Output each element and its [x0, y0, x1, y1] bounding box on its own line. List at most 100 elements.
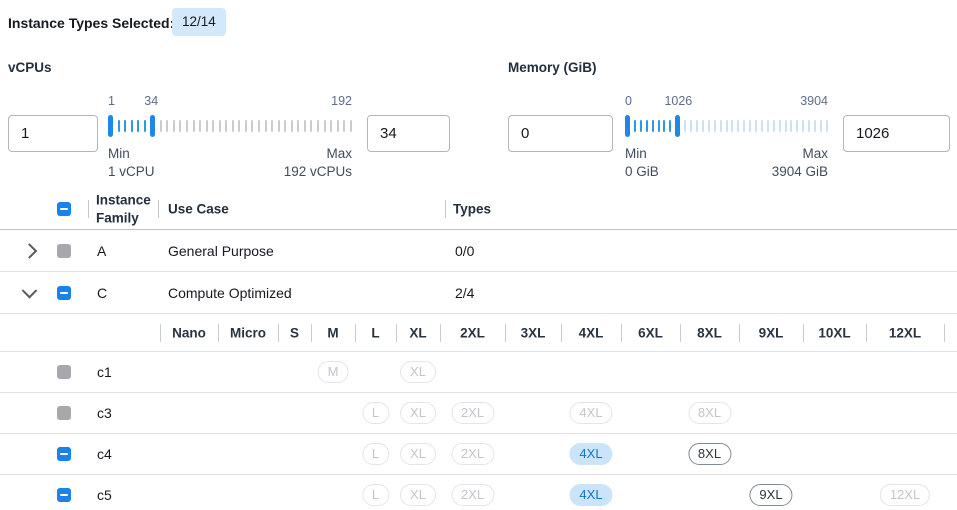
- size-column-header-m: M: [327, 325, 339, 340]
- slider-tick-inactive: [808, 120, 811, 132]
- size-column-header-xl: XL: [409, 325, 427, 340]
- use-case-cell: General Purpose: [168, 242, 274, 259]
- size-chip-xl-disabled: XL: [400, 484, 436, 506]
- instance-row-c5: c5 L XL 2XL 4XL 9XL 12XL: [0, 475, 957, 510]
- slider-tick-active: [143, 120, 146, 132]
- size-chip-4xl-selected[interactable]: 4XL: [569, 443, 613, 465]
- slider-tick-inactive: [719, 120, 722, 132]
- table-body: A General Purpose 0/0 C Compute Optimized 2/4…: [0, 230, 957, 510]
- row-checkbox[interactable]: [57, 488, 71, 502]
- size-chip-4xl-disabled: 4XL: [569, 402, 613, 424]
- slider-tick-inactive: [258, 120, 261, 132]
- family-row-c[interactable]: C Compute Optimized 2/4: [0, 272, 957, 314]
- vcpus-from-input[interactable]: [8, 115, 98, 152]
- slider-handle-low[interactable]: [108, 115, 113, 137]
- slider-tick-inactive: [159, 120, 162, 132]
- size-chip-xl-disabled: XL: [400, 443, 436, 465]
- family-row-a[interactable]: A General Purpose 0/0: [0, 230, 957, 272]
- scale-high-label: 192: [331, 94, 352, 108]
- slider-handle-high[interactable]: [150, 115, 156, 137]
- row-checkbox[interactable]: [57, 447, 71, 461]
- instance-type-name-cell: c1: [97, 364, 112, 380]
- vcpus-slider-captions: Min 1 vCPU Max 192 vCPUs: [108, 145, 352, 181]
- size-chip-l-disabled: L: [361, 484, 390, 506]
- select-all-checkbox[interactable]: [57, 202, 71, 216]
- use-case-cell: Compute Optimized: [168, 284, 292, 301]
- instance-type-name-cell: c3: [97, 405, 112, 421]
- slider-tick-inactive: [323, 120, 326, 132]
- instance-row-c1: c1 M XL: [0, 352, 957, 393]
- memory-from-input[interactable]: [508, 115, 613, 152]
- slider-tick-active: [651, 120, 654, 132]
- slider-tick-active: [130, 120, 133, 132]
- row-checkbox-disabled: [57, 406, 71, 420]
- slider-tick-inactive: [802, 120, 805, 132]
- size-chip-12xl-disabled: 12XL: [879, 484, 931, 506]
- slider-tick-inactive: [731, 120, 734, 132]
- slider-handle-high[interactable]: [675, 115, 681, 137]
- slider-tick-inactive: [684, 120, 687, 132]
- size-column-divider: [561, 323, 562, 342]
- size-column-divider: [160, 323, 161, 342]
- size-chip-9xl-available[interactable]: 9XL: [749, 484, 793, 506]
- slider-tick-inactive: [284, 120, 287, 132]
- size-chip-m-disabled: M: [317, 361, 349, 383]
- slider-tick-inactive: [297, 120, 300, 132]
- memory-slider-track[interactable]: [625, 114, 828, 138]
- instance-row-c4: c4 L XL 2XL 4XL 8XL: [0, 434, 957, 475]
- size-chip-2xl-disabled: 2XL: [450, 402, 495, 424]
- size-chip-4xl-selected[interactable]: 4XL: [569, 484, 613, 506]
- slider-tick-inactive: [244, 120, 247, 132]
- slider-tick-inactive: [225, 120, 228, 132]
- vcpus-range-slider[interactable]: 1 34 192 Min 1 vCPU Max 192 vCPUs: [108, 94, 352, 181]
- size-chip-8xl-disabled: 8XL: [687, 402, 732, 424]
- memory-range-slider[interactable]: 0 1026 3904 Min 0 GiB Max 3904 GiB: [625, 94, 828, 181]
- instance-type-name-cell: c5: [97, 487, 112, 503]
- column-divider: [88, 200, 89, 218]
- slider-tick-active: [657, 120, 660, 132]
- size-column-divider: [739, 323, 740, 342]
- slider-tick-inactive: [713, 120, 716, 132]
- slider-tick-inactive: [212, 120, 215, 132]
- size-column-header-nano: Nano: [172, 325, 206, 340]
- slider-tick-inactive: [695, 120, 698, 132]
- memory-slider-scale: 0 1026 3904: [625, 94, 828, 111]
- slider-tick-inactive: [186, 120, 189, 132]
- instance-row-c3: c3 L XL 2XL 4XL 8XL: [0, 393, 957, 434]
- vcpus-to-input[interactable]: [367, 115, 450, 152]
- size-column-header-s: S: [289, 325, 300, 340]
- types-count-cell: 2/4: [455, 284, 475, 301]
- chevron-right-icon[interactable]: [21, 242, 38, 259]
- memory-to-input[interactable]: [843, 115, 950, 152]
- slider-tick-active: [663, 120, 666, 132]
- size-column-divider: [944, 323, 945, 342]
- slider-tick-inactive: [179, 120, 182, 132]
- slider-handle-low[interactable]: [625, 115, 630, 137]
- memory-title: Memory (GiB): [508, 60, 597, 75]
- size-chip-8xl-available[interactable]: 8XL: [687, 443, 732, 465]
- size-column-divider: [803, 323, 804, 342]
- size-column-divider: [621, 323, 622, 342]
- slider-tick-inactive: [760, 120, 763, 132]
- slider-tick-inactive: [336, 120, 339, 132]
- min-caption: Min 0 GiB: [625, 146, 659, 179]
- column-divider: [158, 200, 159, 218]
- size-column-header-micro: Micro: [229, 325, 267, 340]
- slider-tick-active: [669, 120, 672, 132]
- slider-tick-inactive: [814, 120, 817, 132]
- row-checkbox[interactable]: [57, 285, 71, 300]
- chevron-down-icon[interactable]: [21, 282, 38, 299]
- vcpus-title: vCPUs: [8, 60, 52, 75]
- slider-tick-inactive: [264, 120, 267, 132]
- size-column-header-12xl: 12XL: [888, 325, 922, 340]
- vcpus-slider-track[interactable]: [108, 114, 352, 138]
- slider-tick-active: [639, 120, 642, 132]
- column-divider: [445, 200, 446, 218]
- slider-tick-inactive: [825, 120, 828, 132]
- slider-tick-inactive: [251, 120, 254, 132]
- column-header-instance-family: Instance Family: [96, 192, 151, 225]
- slider-tick-inactive: [749, 120, 752, 132]
- slider-tick-inactive: [772, 120, 775, 132]
